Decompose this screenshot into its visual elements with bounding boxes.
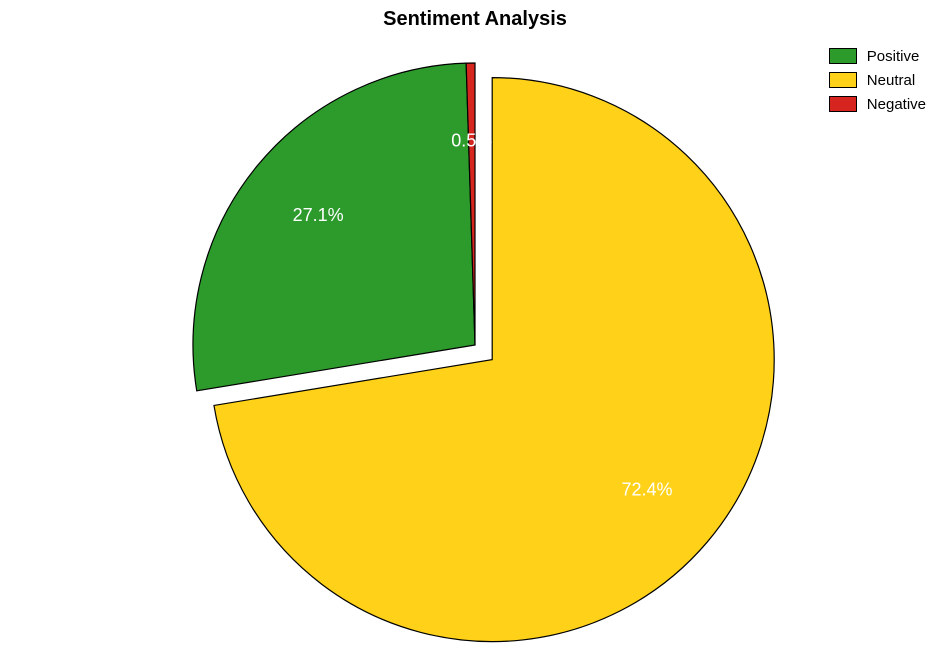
sentiment-pie-chart: Sentiment Analysis 72.4%27.1%0.5% Positi… <box>0 0 950 662</box>
legend-item-neutral: Neutral <box>829 68 926 92</box>
legend-item-positive: Positive <box>829 44 926 68</box>
legend-swatch-negative <box>829 96 857 112</box>
legend-item-negative: Negative <box>829 92 926 116</box>
legend-swatch-neutral <box>829 72 857 88</box>
pie-slice-positive <box>193 63 475 391</box>
legend-label-neutral: Neutral <box>867 72 915 89</box>
slice-label-negative: 0.5% <box>451 131 492 151</box>
legend-swatch-positive <box>829 48 857 64</box>
pie-svg: 72.4% 27.1% 0.5% <box>0 0 950 662</box>
slice-label-neutral: 72.4% <box>621 480 672 500</box>
legend-label-positive: Positive <box>867 48 920 65</box>
legend: Positive Neutral Negative <box>829 44 926 116</box>
slice-label-positive: 27.1% <box>293 205 344 225</box>
legend-label-negative: Negative <box>867 96 926 113</box>
